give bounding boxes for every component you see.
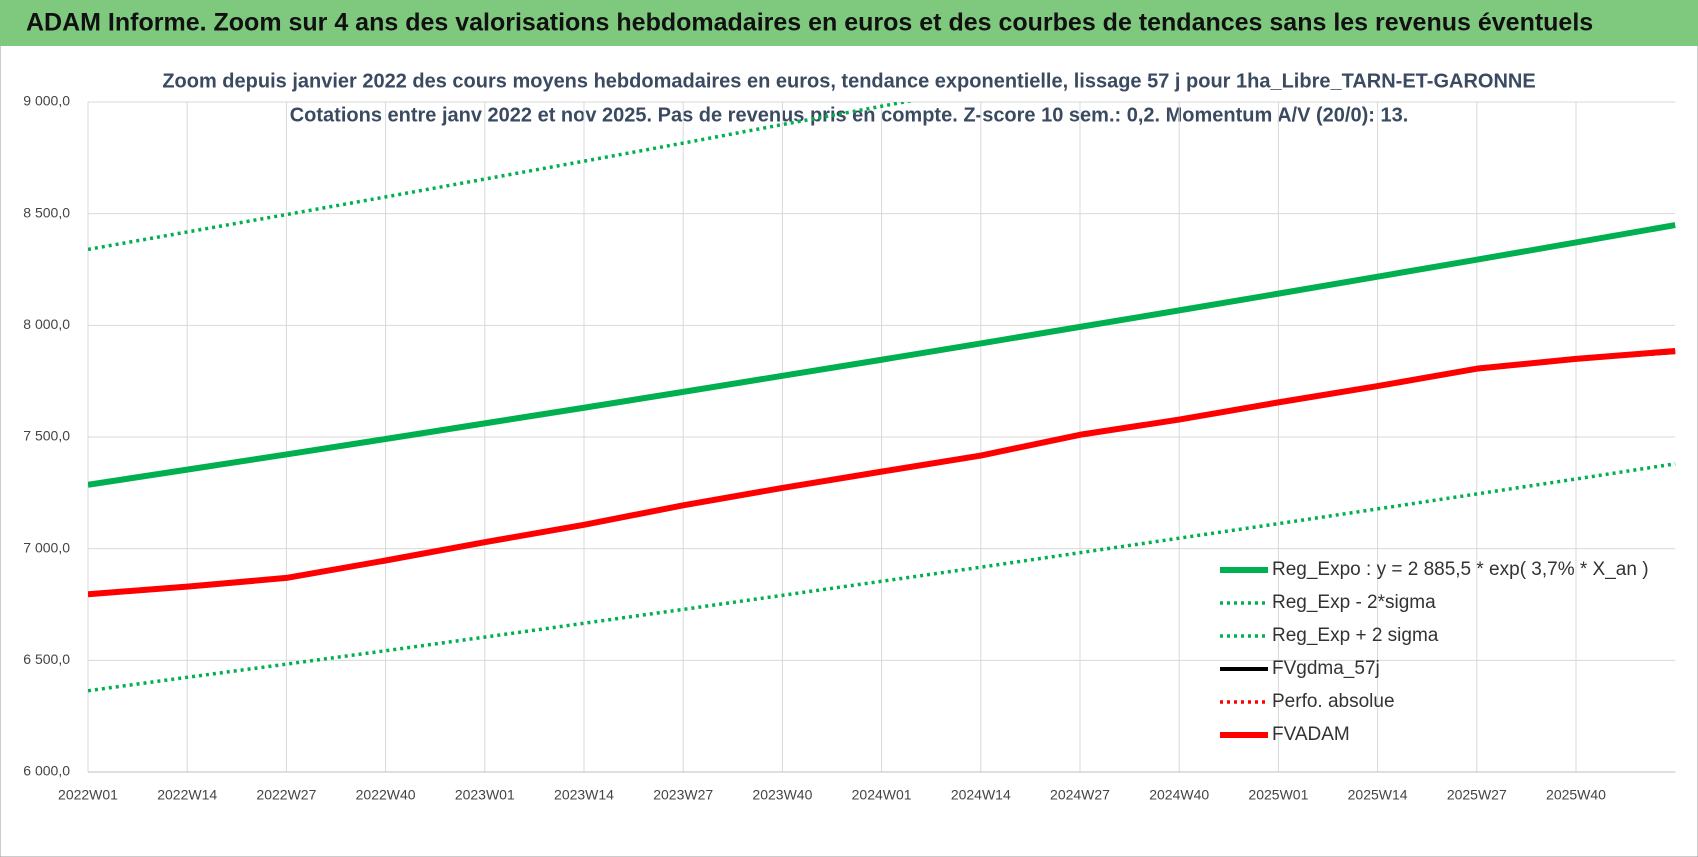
x-tick-label: 2023W01 [455,787,515,803]
x-tick-label: 2025W14 [1348,787,1408,803]
legend-label: Perfo. absolue [1272,691,1395,712]
y-tick-label: 6 000,0 [23,763,70,779]
legend-label: Reg_Exp + 2 sigma [1272,625,1439,646]
y-tick-label: 8 500,0 [23,204,70,220]
series-line [88,462,1676,693]
x-tick-label: 2023W40 [752,787,812,803]
y-tick-label: 6 500,0 [23,651,70,667]
x-tick-label: 2023W27 [653,787,713,803]
series-line [88,222,1676,488]
x-tick-label: 2022W01 [58,787,118,803]
legend-label: Reg_Expo : y = 2 885,5 * exp( 3,7% * X_a… [1272,559,1649,580]
x-tick-label: 2022W14 [157,787,217,803]
y-tick-label: 7 500,0 [23,428,70,444]
series-line [88,348,1676,598]
x-tick-label: 2024W01 [852,787,912,803]
chart-title: Zoom depuis janvier 2022 des cours moyen… [162,70,1535,92]
series-line [88,102,914,252]
x-tick-label: 2025W01 [1248,787,1308,803]
plot-area [88,102,1676,693]
x-tick-label: 2024W14 [951,787,1011,803]
legend-label: Reg_Exp - 2*sigma [1272,592,1436,613]
x-tick-label: 2024W27 [1050,787,1110,803]
legend-label: FVgdma_57j [1272,658,1380,679]
x-tick-label: 2022W27 [256,787,316,803]
x-tick-label: 2024W40 [1149,787,1209,803]
y-tick-label: 8 000,0 [23,316,70,332]
header-title: ADAM Informe. Zoom sur 4 ans des valoris… [26,9,1593,37]
header-bar [0,0,1698,46]
legend-label: FVADAM [1272,724,1350,745]
x-tick-label: 2022W40 [356,787,416,803]
x-tick-label: 2023W14 [554,787,614,803]
y-tick-label: 9 000,0 [23,93,70,109]
chart-subtitle: Cotations entre janv 2022 et nov 2025. P… [290,104,1409,126]
y-tick-label: 7 000,0 [23,539,70,555]
x-tick-label: 2025W40 [1546,787,1606,803]
x-tick-label: 2025W27 [1447,787,1507,803]
